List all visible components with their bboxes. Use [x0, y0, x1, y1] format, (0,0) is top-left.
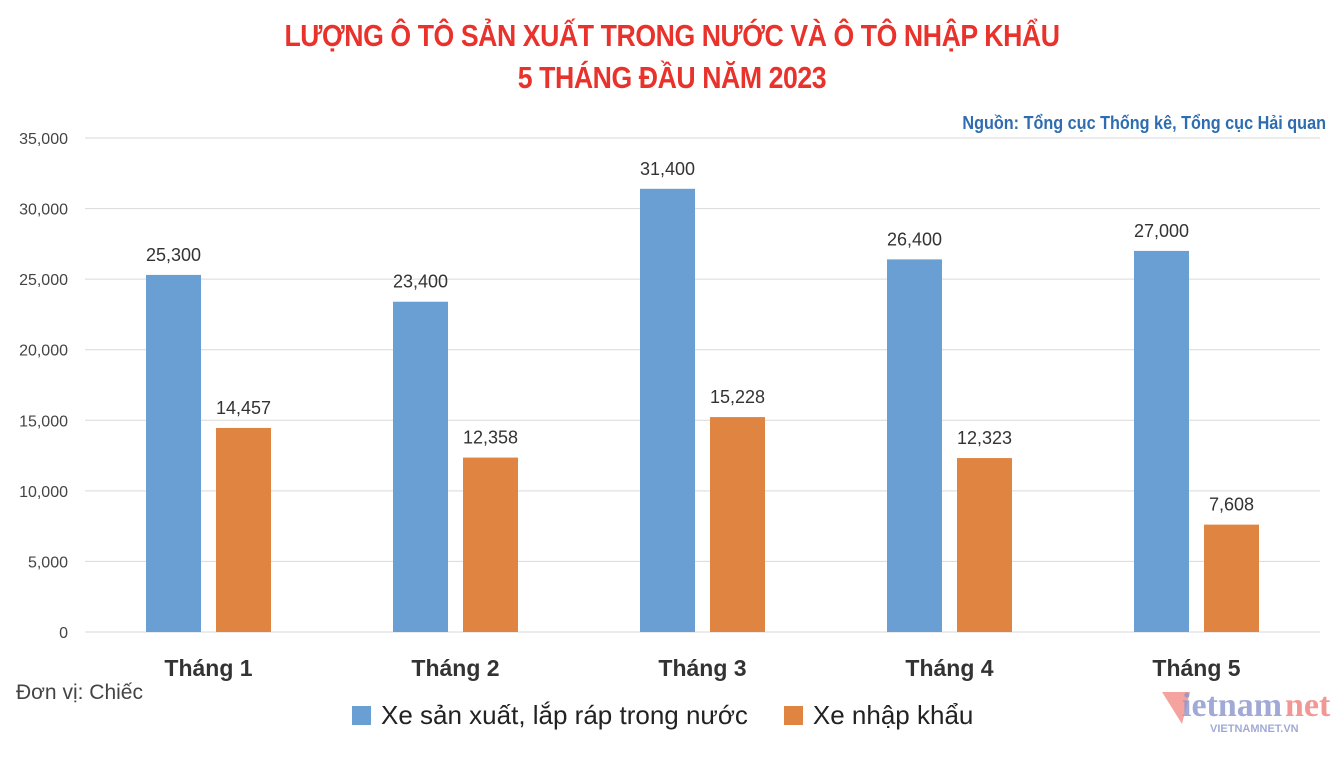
x-tick-label: Tháng 4: [905, 655, 993, 681]
bar-import: [957, 458, 1012, 632]
y-tick-label: 25,000: [19, 272, 68, 289]
data-label: 25,300: [146, 245, 201, 265]
y-tick-label: 5,000: [28, 554, 68, 571]
legend-swatch-domestic: [352, 706, 371, 725]
y-tick-label: 30,000: [19, 202, 68, 219]
bar-domestic: [1134, 250, 1189, 632]
data-label: 27,000: [1134, 221, 1189, 241]
x-tick-label: Tháng 5: [1152, 655, 1240, 681]
legend-item-domestic: Xe sản xuất, lắp ráp trong nước: [352, 700, 748, 731]
x-tick-label: Tháng 1: [164, 655, 252, 681]
bar-domestic: [146, 274, 201, 632]
bar-domestic: [640, 188, 695, 632]
vietnamnet-logo: ietnam net VIETNAMNET.VN: [1162, 687, 1331, 735]
legend-item-import: Xe nhập khẩu: [783, 700, 974, 731]
bar-domestic: [887, 259, 942, 632]
data-label: 15,228: [710, 387, 765, 407]
bar-import: [463, 457, 518, 632]
chart-title-line1: LƯỢNG Ô TÔ SẢN XUẤT TRONG NƯỚC VÀ Ô TÔ N…: [284, 18, 1060, 53]
legend-label-domestic: Xe sản xuất, lắp ráp trong nước: [381, 700, 748, 730]
x-tick-label: Tháng 3: [658, 655, 746, 681]
legend-swatch-import: [783, 706, 803, 725]
y-tick-label: 35,000: [19, 131, 68, 148]
chart-title-line2: 5 THÁNG ĐẦU NĂM 2023: [517, 60, 827, 95]
bar-import: [710, 417, 765, 632]
y-tick-label: 10,000: [19, 484, 68, 501]
svg-text:ietnam: ietnam: [1182, 687, 1282, 724]
legend-label-import: Xe nhập khẩu: [812, 700, 974, 730]
y-tick-label: 20,000: [19, 343, 68, 360]
data-label: 7,608: [1209, 495, 1254, 515]
data-label: 12,358: [463, 428, 518, 448]
source-note: Nguồn: Tổng cục Thống kê, Tổng cục Hải q…: [962, 113, 1326, 133]
svg-text:VIETNAMNET.VN: VIETNAMNET.VN: [1210, 723, 1299, 735]
unit-label: Đơn vị: Chiếc: [16, 681, 143, 704]
data-label: 26,400: [887, 229, 942, 249]
bar-import: [1204, 524, 1259, 632]
bar-import: [216, 427, 271, 632]
y-tick-label: 15,000: [19, 413, 68, 430]
y-tick-label: 0: [59, 625, 68, 642]
data-label: 31,400: [640, 159, 695, 179]
svg-text:net: net: [1285, 687, 1331, 724]
data-label: 14,457: [216, 398, 271, 418]
legend: Xe sản xuất, lắp ráp trong nước Xe nhập …: [352, 700, 1009, 731]
data-label: 12,323: [957, 428, 1012, 448]
bar-domestic: [393, 301, 448, 632]
data-label: 23,400: [393, 272, 448, 292]
x-tick-label: Tháng 2: [411, 655, 499, 681]
